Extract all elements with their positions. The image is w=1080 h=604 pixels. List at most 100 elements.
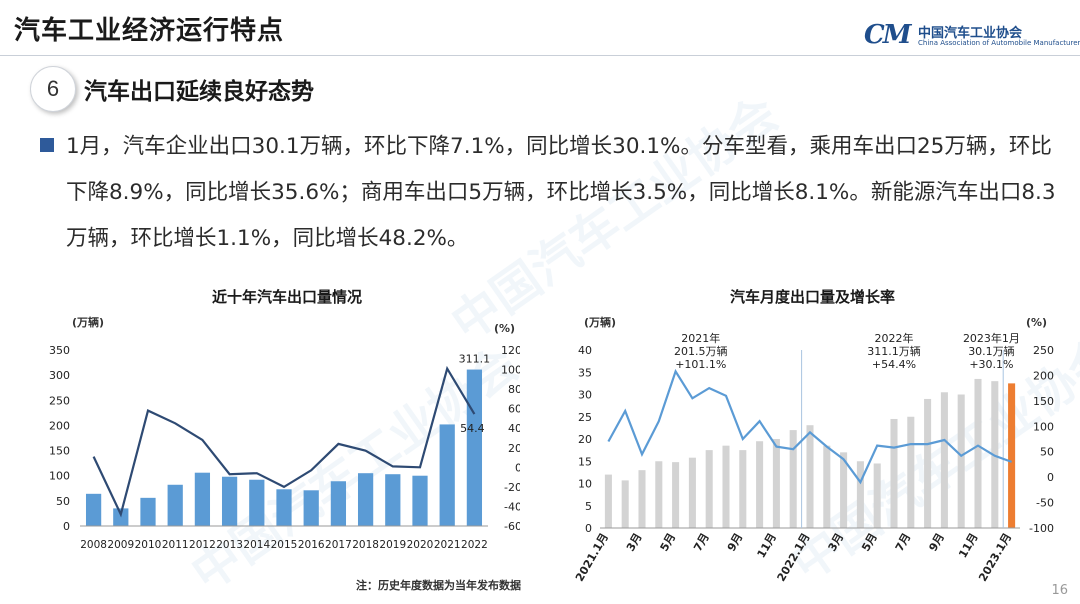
chart2-bar	[940, 392, 948, 528]
chart2-ytick-right: 100	[1033, 420, 1054, 433]
chart2-year-annotation: 201.5万辆	[674, 344, 728, 358]
chart1-bar	[357, 473, 374, 526]
chart1-bar	[167, 484, 183, 526]
chart2-bar	[705, 450, 713, 528]
chart2-bar	[907, 416, 915, 528]
chart2-xtick: 9月	[926, 531, 947, 554]
chart2-bar	[672, 462, 680, 528]
chart2-ytick-left: 20	[578, 433, 592, 446]
chart1-xtick: 2009	[107, 539, 134, 551]
chart2-ytick-left: 0	[585, 522, 592, 535]
chart1-xtick: 2019	[379, 539, 406, 551]
chart2-xtick: 3月	[624, 531, 645, 554]
chart1-xtick: 2008	[80, 539, 107, 551]
chart1-ytick-left: 0	[63, 520, 70, 533]
chart1-xtick: 2016	[298, 539, 325, 551]
chart2-year-annotation: 2021年	[681, 331, 720, 345]
bullet-square-icon	[40, 138, 54, 152]
chart2-xtick: 5月	[658, 531, 679, 554]
chart2-bar	[873, 463, 881, 528]
chart2-bar	[688, 457, 696, 528]
chart1-xtick: 2017	[325, 539, 352, 551]
chart1-bar	[303, 490, 319, 526]
chart2-xtick: 2023.1月	[976, 531, 1014, 584]
chart1-ytick-right: 100	[501, 364, 520, 377]
chart1-ytick-left: 200	[49, 419, 70, 432]
chart2-xtick: 2021.1月	[573, 531, 611, 584]
chart1-bar	[140, 497, 156, 526]
chart1-ytick-right: 40	[508, 422, 520, 435]
chart1-xtick: 2018	[352, 539, 379, 551]
chart2-xtick: 7月	[691, 531, 712, 554]
chart1-ytick-right: 60	[508, 403, 520, 416]
chart2-ytick-left: 30	[578, 389, 592, 402]
chart2-xtick: 5月	[859, 531, 880, 554]
chart1-ytick-right: 120	[501, 344, 520, 357]
chart1-ytick-right: -20	[504, 481, 520, 494]
chart2-bar	[806, 425, 814, 528]
footnote: 注：历史年度数据为当年发布数据	[356, 579, 521, 592]
chart1-bar	[466, 369, 483, 526]
logo: CM 中国汽车工业协会 China Association of Automob…	[864, 20, 1080, 50]
chart2-year-annotation: 2023年1月	[963, 331, 1020, 345]
chart1-bar	[194, 472, 211, 526]
chart2-ytick-left: 25	[578, 411, 592, 424]
chart2-growth-line	[607, 368, 1012, 485]
chart2-year-annotation: 2022年	[875, 331, 914, 345]
chart2-year-annotation: +54.4%	[872, 358, 916, 371]
chart2-year-annotation: +30.1%	[969, 358, 1013, 371]
chart1-bar-label: 311.1	[459, 353, 491, 366]
chart1-ytick-right: 0	[515, 461, 520, 474]
summary-paragraph: 1月，汽车企业出口30.1万辆，环比下降7.1%，同比增长30.1%。分车型看，…	[66, 134, 1056, 251]
chart2-bar	[722, 445, 730, 528]
chart1-ytick-left: 300	[49, 369, 70, 382]
logo-name-cn: 中国汽车工业协会	[918, 26, 1023, 41]
chart1-bar	[330, 481, 347, 526]
chart1-ytick-left: 350	[49, 344, 70, 357]
chart2-ytick-right: -100	[1029, 522, 1054, 535]
chart2-ytick-left: 10	[578, 478, 592, 491]
chart1-bar	[439, 424, 455, 526]
chart2-bar	[621, 480, 629, 528]
chart2-bar	[957, 394, 965, 528]
chart2-xtick: 11月	[956, 531, 980, 560]
chart1-line-label: 54.4	[460, 422, 485, 435]
chart2-bar	[823, 445, 831, 528]
chart2-ytick-left: 5	[585, 500, 592, 513]
chart1-ytick-left: 150	[49, 445, 70, 458]
chart2-left-unit: (万辆)	[584, 315, 616, 329]
page-title: 汽车工业经济运行特点	[14, 16, 285, 46]
chart1-bar	[85, 493, 102, 526]
chart2-bar	[924, 398, 932, 528]
chart2-ytick-right: -50	[1036, 497, 1054, 510]
annual-export-chart: (万辆) (%) 0 50 100 150 200 250 300 350 -60 -40 -20 0 20…	[49, 315, 520, 551]
chart1-ytick-right: -40	[504, 500, 520, 513]
header-divider	[0, 55, 1080, 56]
chart2-bar-highlight	[1008, 383, 1016, 528]
chart1-right-unit: (%)	[494, 322, 515, 335]
chart2-bar	[789, 430, 797, 528]
chart2-ytick-right: 50	[1040, 446, 1054, 459]
page-number: 16	[1051, 583, 1068, 598]
chart2-year-annotation: 30.1万辆	[968, 344, 1015, 358]
chart1-xtick: 2010	[135, 539, 162, 551]
chart1-bar	[276, 489, 292, 526]
chart1-left-unit: (万辆)	[72, 315, 104, 329]
chart1-bar	[249, 479, 265, 526]
chart1-ytick-right: 80	[508, 383, 520, 396]
logo-name-en: China Association of Automobile Manufact…	[918, 39, 1080, 47]
section-number-badge: 6	[30, 66, 76, 112]
chart2-bar	[655, 461, 663, 528]
chart1-xtick: 2020	[407, 539, 434, 551]
chart1-ytick-right: -60	[504, 520, 520, 533]
chart1-bar	[113, 508, 129, 526]
chart2-bar	[856, 461, 864, 528]
chart1-ytick-left: 100	[49, 470, 70, 483]
chart2-title: 汽车月度出口量及增长率	[730, 288, 896, 306]
chart2-xtick: 3月	[826, 531, 847, 554]
logo-mark: CM	[864, 20, 912, 50]
chart2-ytick-right: 150	[1033, 395, 1054, 408]
chart1-xtick: 2013	[216, 539, 243, 551]
chart2-ytick-right: 250	[1033, 344, 1054, 357]
chart1-xtick: 2011	[162, 539, 189, 551]
